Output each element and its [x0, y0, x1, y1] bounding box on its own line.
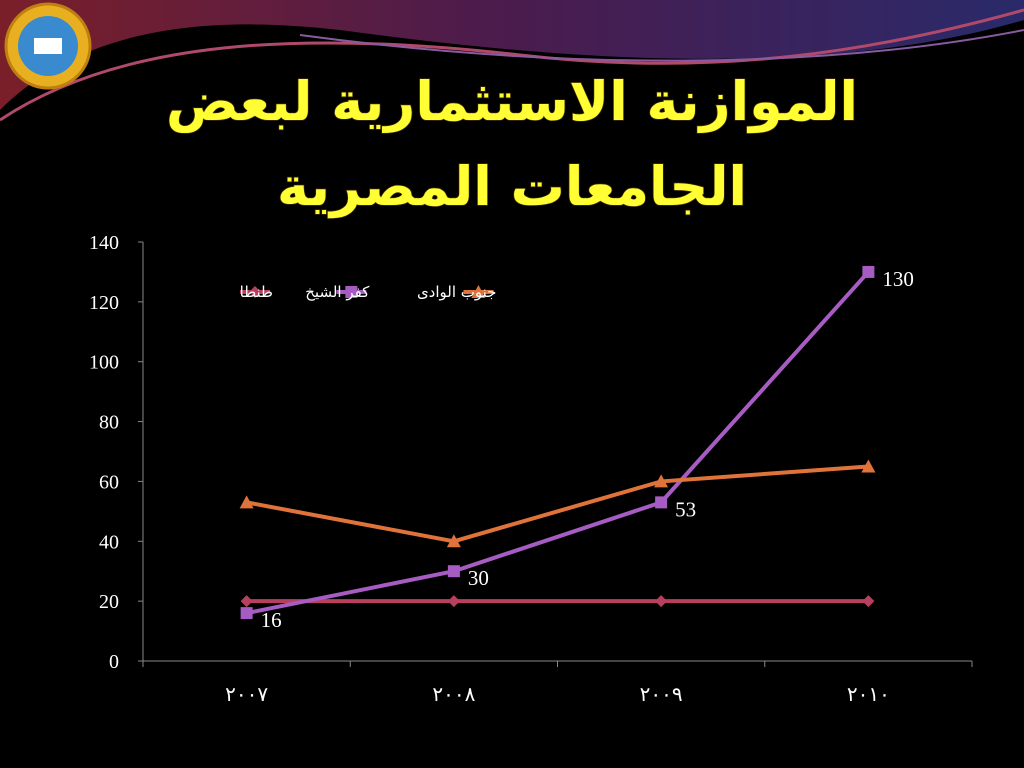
marker	[862, 595, 875, 608]
header-curve	[0, 8, 1024, 122]
marker	[861, 459, 876, 473]
legend-label: جنوب الوادى	[417, 283, 497, 301]
marker	[447, 595, 460, 608]
y-tick-label: 20	[99, 591, 119, 613]
logo	[34, 38, 62, 54]
marker	[240, 595, 253, 608]
x-tick-label: ٢٠٠٩	[640, 684, 683, 706]
legend-label: كفر الشيخ	[305, 283, 370, 301]
x-tick-label: ٢٠٠٧	[225, 684, 268, 706]
chart-title: الجامعات المصرية	[277, 155, 747, 218]
data-label: 16	[261, 608, 282, 632]
header-swoosh	[0, 0, 1024, 110]
y-tick-label: 0	[109, 651, 119, 673]
marker	[447, 565, 460, 578]
chart-title: الموازنة الاستثمارية لبعض	[166, 70, 858, 134]
marker	[654, 474, 669, 488]
marker	[249, 286, 261, 298]
y-tick-label: 100	[89, 352, 119, 374]
marker	[655, 496, 668, 509]
marker	[446, 534, 461, 548]
marker	[471, 285, 486, 298]
series-line	[246, 464, 869, 544]
marker	[240, 607, 253, 620]
legend-label: طنطا	[240, 283, 273, 301]
marker	[239, 495, 254, 509]
y-tick-label: 40	[99, 531, 119, 553]
marker	[345, 286, 358, 298]
marker	[862, 265, 875, 278]
y-tick-label: 60	[99, 471, 119, 493]
y-tick-label: 140	[89, 232, 119, 254]
x-tick-label: ٢٠١٠	[847, 684, 890, 706]
y-tick-label: 120	[89, 292, 119, 314]
data-label: 130	[882, 267, 914, 291]
data-label: 53	[675, 497, 696, 521]
y-tick-label: 80	[99, 412, 119, 434]
marker	[655, 595, 668, 608]
x-tick-label: ٢٠٠٨	[432, 684, 475, 706]
data-label: 30	[468, 566, 489, 590]
series-line	[246, 270, 870, 616]
header-curve	[299, 29, 1024, 62]
